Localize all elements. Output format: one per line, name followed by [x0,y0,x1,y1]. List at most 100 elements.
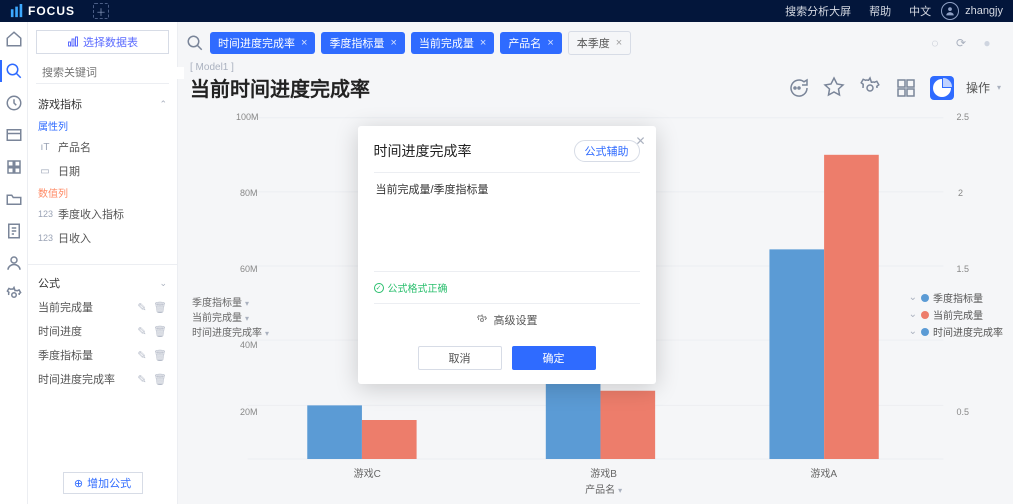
xtick: 游戏A [810,465,837,480]
breadcrumb: [ Model1 ] [178,58,1013,73]
rail-report-icon[interactable] [5,222,23,240]
chip-close-icon[interactable]: × [301,37,307,49]
left-rail [0,22,28,504]
field-daily-income[interactable]: 123日收入 [28,226,177,250]
history-icon[interactable]: ◌ [927,35,943,51]
formula-item-3[interactable]: 季度指标量✎🗑 [28,343,177,367]
group-label: 游戏指标 [38,96,82,112]
x-axis-label[interactable]: 产品名 [585,481,622,496]
delete-icon[interactable]: 🗑 [153,324,167,338]
ytick-r: 1.5 [956,264,969,274]
series-name-3[interactable]: 时间进度完成率 [192,324,292,339]
add-formula-button[interactable]: ⊕ 增加公式 [63,472,143,494]
grid-icon[interactable] [894,76,918,100]
series-name-2[interactable]: 当前完成量 [192,309,292,324]
rail-layers-icon[interactable] [5,158,23,176]
pin-icon[interactable] [822,76,846,100]
rail-clock-icon[interactable] [5,94,23,112]
chip-product[interactable]: 产品名× [500,32,561,54]
field-quarter-income[interactable]: 123季度收入指标 [28,202,177,226]
ytick: 80M [240,188,258,198]
field-product[interactable]: ıT产品名 [28,135,177,159]
formula-group[interactable]: 公式 ⌄ [28,269,177,295]
chevron-down-icon: ⌄ [159,278,167,289]
operations-dropdown[interactable]: 操作 [966,79,1001,96]
edit-icon[interactable]: ✎ [135,372,149,386]
edit-icon[interactable]: ✎ [135,300,149,314]
rail-home-icon[interactable] [5,30,23,48]
rail-settings-icon[interactable] [5,286,23,304]
query-search-icon[interactable] [186,34,204,52]
chip-close-icon[interactable]: × [616,37,622,49]
refresh-icon[interactable]: ⟳ [953,35,969,51]
nav-help[interactable]: 帮助 [869,3,891,19]
side-panel: 选择数据表 游戏指标 ⌃ 属性列 ıT产品名 ▭日期 数值列 123季度收入指标… [28,22,178,504]
expression-text: 当前完成量/季度指标量 [376,184,489,196]
ytick: 20M [240,407,258,417]
formula-item-1[interactable]: 当前完成量✎🗑 [28,295,177,319]
chip-completion-rate[interactable]: 时间进度完成率× [210,32,315,54]
ytick: 40M [240,340,258,350]
rail-folder-icon[interactable] [5,190,23,208]
edit-icon[interactable]: ✎ [135,348,149,362]
brand-logo: FOCUS [10,4,75,18]
chip-close-icon[interactable]: × [390,37,396,49]
formula-item-2[interactable]: 时间进度✎🗑 [28,319,177,343]
ytick-r: 2.5 [956,112,969,122]
rail-user-icon[interactable] [5,254,23,272]
topbar: FOCUS ＋ 搜索分析大屏 帮助 中文 zhangjy [0,0,1013,22]
chart-icon [67,36,79,48]
ytick: 60M [240,264,258,274]
check-icon: ✓ [374,283,384,293]
delete-icon[interactable]: 🗑 [153,372,167,386]
more-icon[interactable]: ● [979,35,995,51]
chip-current-done[interactable]: 当前完成量× [411,32,494,54]
chevron-up-icon: ⌃ [159,99,167,110]
formula-valid-status: ✓ 公式格式正确 [374,272,640,304]
cancel-button[interactable]: 取消 [418,346,502,370]
series-name-1[interactable]: 季度指标量 [192,294,292,309]
ytick: 100M [236,112,259,122]
nav-lang[interactable]: 中文 [909,3,931,19]
chip-close-icon[interactable]: × [480,37,486,49]
calendar-icon: ▭ [38,166,52,177]
chat-icon[interactable] [786,76,810,100]
number-icon: 123 [38,233,52,243]
avatar-icon[interactable] [941,2,959,20]
plus-icon: ⊕ [74,477,83,490]
number-icon: 123 [38,209,52,219]
choose-datasource-label: 选择数据表 [83,34,138,50]
delete-icon[interactable]: 🗑 [153,300,167,314]
chip-close-icon[interactable]: × [547,37,553,49]
xtick: 游戏C [354,465,381,480]
gear-icon[interactable] [858,76,882,100]
rail-card-icon[interactable] [5,126,23,144]
nav-search-dashboard[interactable]: 搜索分析大屏 [785,3,851,19]
formula-expression-input[interactable]: 当前完成量/季度指标量 [374,172,640,272]
confirm-button[interactable]: 确定 [512,346,596,370]
field-date[interactable]: ▭日期 [28,159,177,183]
side-search-input[interactable] [42,67,184,79]
formula-group-label: 公式 [38,275,60,291]
ytick-r: 0.5 [956,407,969,417]
group-game-metrics[interactable]: 游戏指标 ⌃ [28,90,177,116]
choose-datasource-button[interactable]: 选择数据表 [36,30,169,54]
formula-assist-button[interactable]: 公式辅助 [574,140,640,162]
username[interactable]: zhangjy [965,5,1003,17]
rail-search-icon[interactable] [5,62,23,80]
xtick: 游戏B [590,465,617,480]
add-formula-label: 增加公式 [87,475,131,491]
chip-this-quarter[interactable]: 本季度× [568,31,631,55]
piechart-icon[interactable] [930,76,954,100]
legend: ⌄季度指标量 ⌄当前完成量 ⌄时间进度完成率 [909,288,1003,341]
modal-close-icon[interactable]: ✕ [635,134,645,148]
formula-item-4[interactable]: 时间进度完成率✎🗑 [28,367,177,391]
chip-quarter-target[interactable]: 季度指标量× [321,32,404,54]
text-icon: ıT [38,142,52,153]
new-tab-button[interactable]: ＋ [93,3,109,19]
query-bar: 时间进度完成率× 季度指标量× 当前完成量× 产品名× 本季度× ◌ ⟳ ● [186,28,1005,58]
delete-icon[interactable]: 🗑 [153,348,167,362]
side-search[interactable] [36,62,169,84]
advanced-settings-toggle[interactable]: 高级设置 [374,304,640,336]
edit-icon[interactable]: ✎ [135,324,149,338]
